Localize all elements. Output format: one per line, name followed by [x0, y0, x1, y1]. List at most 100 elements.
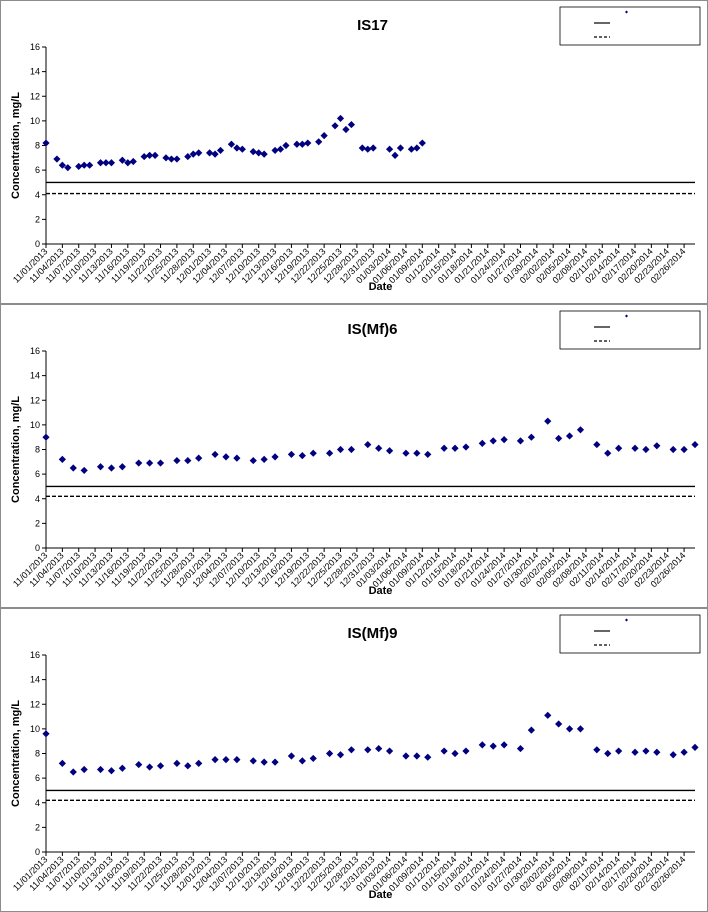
legend-box	[559, 614, 701, 654]
data-point	[233, 144, 241, 152]
data-point	[173, 456, 181, 465]
y-tick-label: 2	[35, 518, 40, 528]
data-point	[347, 445, 356, 454]
panel-border	[0, 304, 708, 608]
chart-svg: IS(Mf)6024681012141611/01/201311/04/2013…	[0, 304, 708, 608]
data-point	[342, 125, 350, 134]
data-point	[211, 756, 219, 764]
chart-panel-is17: IS17 0 2 4 6 8 10 12 14 16 11/01/2013 11/04/2013 11/…	[0, 0, 708, 304]
data-point	[413, 144, 421, 152]
data-point	[211, 150, 219, 158]
data-point	[206, 149, 214, 157]
y-axis-label: Concentration, mg/L	[10, 92, 22, 199]
data-point	[135, 459, 143, 467]
data-point	[249, 456, 257, 465]
data-point	[691, 440, 699, 449]
data-point	[80, 161, 88, 169]
y-tick-label: 0	[35, 543, 40, 553]
y-tick-label: 4	[35, 494, 40, 504]
legend	[559, 614, 701, 654]
data-point	[129, 157, 137, 166]
data-point	[396, 144, 405, 152]
y-tick-label: 14	[30, 371, 40, 381]
legend-marker	[625, 314, 628, 318]
data-point	[156, 762, 165, 770]
data-point	[358, 144, 366, 152]
x-axis-label: Date	[369, 889, 393, 901]
data-point	[500, 741, 508, 749]
data-point	[407, 145, 416, 153]
data-point	[451, 444, 459, 452]
x-axis-label: Date	[369, 281, 393, 293]
data-point	[124, 159, 132, 167]
data-point	[478, 439, 486, 447]
y-tick-label: 8	[35, 749, 40, 759]
data-point	[544, 711, 552, 719]
y-axis-label: Concentration, mg/L	[10, 700, 22, 807]
data-point	[347, 746, 356, 754]
data-point	[238, 145, 246, 153]
data-point	[615, 444, 623, 452]
data-point	[631, 444, 639, 452]
y-tick-label: 12	[30, 395, 40, 405]
data-point	[424, 450, 432, 459]
data-point	[75, 162, 83, 171]
y-tick-label: 10	[30, 116, 40, 126]
data-point	[331, 122, 339, 130]
data-point	[325, 749, 334, 758]
data-point	[107, 464, 116, 472]
y-tick-label: 4	[35, 190, 40, 200]
data-point	[320, 132, 328, 140]
data-point	[135, 760, 143, 769]
chart-svg: IS(Mf)9024681012141611/01/201311/04/2013…	[0, 608, 708, 912]
data-point	[293, 140, 301, 148]
y-tick-label: 6	[35, 165, 40, 175]
data-point	[680, 445, 688, 454]
data-point	[146, 151, 154, 159]
data-point	[211, 450, 219, 459]
data-point	[516, 744, 525, 753]
y-tick-label: 16	[30, 650, 40, 660]
data-point	[375, 744, 383, 753]
data-point	[593, 440, 601, 449]
legend-box	[559, 310, 701, 350]
y-tick-label: 14	[30, 67, 40, 77]
y-tick-label: 10	[30, 420, 40, 430]
data-point	[53, 155, 61, 163]
y-tick-label: 2	[35, 822, 40, 832]
data-point	[336, 445, 345, 454]
data-point	[287, 450, 296, 459]
data-point	[58, 161, 66, 169]
data-point	[140, 152, 148, 161]
data-point	[298, 452, 306, 460]
data-point	[96, 463, 105, 471]
legend-marker	[625, 10, 628, 14]
data-point	[413, 449, 421, 457]
y-tick-label: 0	[35, 239, 40, 249]
data-point	[576, 725, 585, 733]
data-point	[604, 749, 612, 758]
data-point	[146, 459, 154, 467]
data-point	[86, 161, 94, 169]
data-point	[233, 756, 241, 764]
legend	[559, 310, 701, 350]
data-point	[555, 434, 563, 443]
data-point	[107, 767, 116, 775]
y-tick-label: 14	[30, 675, 40, 685]
data-point	[364, 746, 372, 754]
data-point	[385, 145, 394, 153]
data-point	[151, 151, 159, 159]
data-point	[184, 762, 192, 770]
data-point	[173, 155, 181, 163]
y-tick-label: 8	[35, 445, 40, 455]
data-point	[255, 149, 263, 157]
chart-panel-is-mf-9: IS(Mf)9 0 2 4 6 8 10 12 14 16 11/01/2013 11/04/2013…	[0, 608, 708, 912]
data-point	[69, 768, 77, 776]
data-point	[271, 453, 279, 461]
data-point	[527, 433, 535, 441]
data-point	[102, 159, 110, 167]
data-point	[222, 756, 230, 764]
data-point	[418, 139, 426, 147]
data-point	[669, 445, 677, 454]
data-point	[413, 752, 421, 760]
